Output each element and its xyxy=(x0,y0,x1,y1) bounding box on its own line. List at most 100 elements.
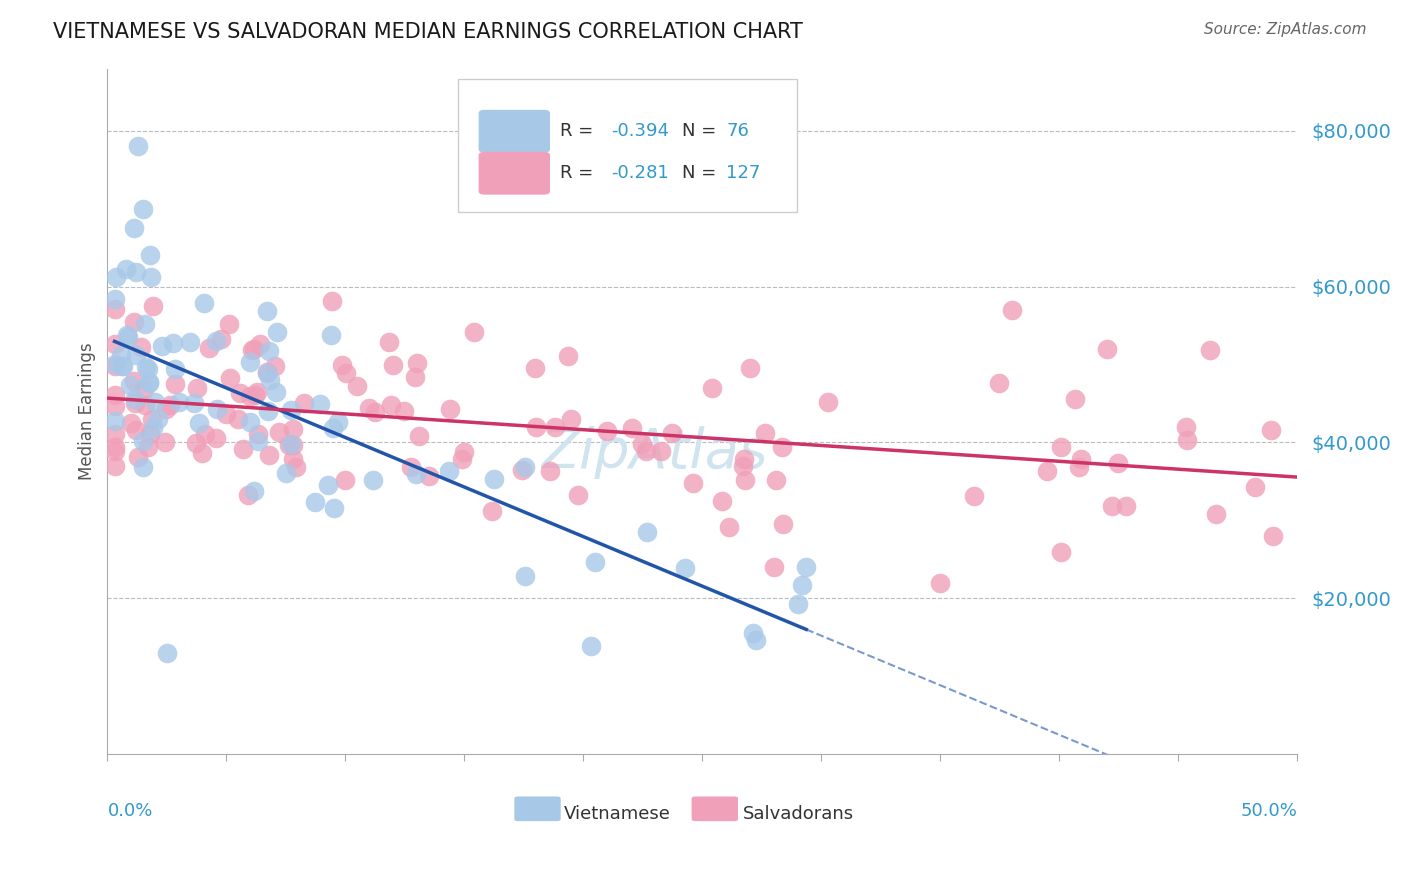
Point xyxy=(124,392,146,406)
Point xyxy=(675,561,697,575)
Point xyxy=(381,358,404,372)
Point xyxy=(256,366,278,380)
Text: Vietnamese: Vietnamese xyxy=(564,805,671,823)
Point xyxy=(1205,508,1227,522)
Point xyxy=(515,569,537,583)
Point xyxy=(134,317,156,331)
Point xyxy=(401,459,423,474)
Text: Salvadorans: Salvadorans xyxy=(742,805,853,823)
Point xyxy=(792,577,814,591)
Text: -0.394: -0.394 xyxy=(610,122,669,140)
Text: VIETNAMESE VS SALVADORAN MEDIAN EARNINGS CORRELATION CHART: VIETNAMESE VS SALVADORAN MEDIAN EARNINGS… xyxy=(53,22,803,42)
Point xyxy=(218,317,240,331)
Point xyxy=(280,437,302,451)
Point xyxy=(636,525,658,540)
Point xyxy=(256,304,278,318)
Point xyxy=(357,401,380,416)
Point xyxy=(167,395,190,409)
Point xyxy=(183,396,205,410)
Point xyxy=(661,426,683,441)
Point xyxy=(198,341,221,355)
Point xyxy=(321,293,343,308)
Point xyxy=(226,412,249,426)
Point xyxy=(450,452,472,467)
Point xyxy=(418,468,440,483)
Point xyxy=(1067,459,1090,474)
Point xyxy=(139,248,162,262)
Text: 76: 76 xyxy=(725,122,749,140)
Point xyxy=(335,366,357,380)
Text: ZipAtlas: ZipAtlas xyxy=(541,425,768,479)
Point xyxy=(765,473,787,487)
Point xyxy=(165,377,187,392)
Point xyxy=(323,500,346,515)
Point xyxy=(193,296,215,310)
Point xyxy=(238,488,260,502)
Point xyxy=(103,427,125,442)
Point xyxy=(745,632,768,647)
Point xyxy=(103,359,125,373)
Point xyxy=(405,467,427,482)
Point xyxy=(772,517,794,532)
Point xyxy=(259,448,281,462)
Point xyxy=(156,646,179,660)
Point xyxy=(786,597,808,611)
Point xyxy=(179,335,201,350)
Point xyxy=(319,327,342,342)
Point xyxy=(264,385,287,400)
Point xyxy=(280,403,302,417)
Point xyxy=(322,421,344,435)
Point xyxy=(1107,456,1129,470)
Point xyxy=(132,434,155,448)
Point xyxy=(103,458,125,473)
Point xyxy=(232,442,254,456)
Point xyxy=(243,388,266,402)
Point xyxy=(246,427,269,442)
Point xyxy=(103,357,125,371)
Point xyxy=(620,420,643,434)
FancyBboxPatch shape xyxy=(692,797,738,822)
Point xyxy=(132,459,155,474)
Point xyxy=(239,355,262,369)
Point xyxy=(794,560,817,574)
Point xyxy=(142,299,165,313)
Text: Source: ZipAtlas.com: Source: ZipAtlas.com xyxy=(1204,22,1367,37)
Point xyxy=(138,376,160,390)
Text: 0.0%: 0.0% xyxy=(107,802,153,820)
Point xyxy=(304,495,326,509)
Point xyxy=(567,488,589,502)
Point xyxy=(103,302,125,317)
Text: R =: R = xyxy=(560,164,599,182)
Point xyxy=(1050,545,1073,559)
Point xyxy=(326,415,349,429)
Point xyxy=(215,407,238,421)
Point xyxy=(650,444,672,458)
Point xyxy=(361,473,384,487)
Point xyxy=(219,371,242,385)
Point xyxy=(184,435,207,450)
Point xyxy=(204,431,226,445)
Point xyxy=(138,426,160,441)
Point xyxy=(583,555,606,569)
Point xyxy=(155,401,177,416)
Point xyxy=(103,293,125,307)
Point xyxy=(159,398,181,412)
Point xyxy=(636,444,658,458)
Point xyxy=(229,386,252,401)
Point xyxy=(408,429,430,443)
Point xyxy=(404,370,426,384)
Point xyxy=(115,327,138,342)
Point xyxy=(256,365,278,379)
Point xyxy=(239,389,262,403)
Point xyxy=(163,362,186,376)
Point xyxy=(733,452,755,467)
Point xyxy=(740,361,762,376)
Point xyxy=(117,330,139,344)
Point xyxy=(437,464,460,478)
Point xyxy=(191,446,214,460)
Point xyxy=(186,381,208,395)
Point xyxy=(124,220,146,235)
Point xyxy=(136,362,159,376)
Point xyxy=(207,401,229,416)
Point xyxy=(103,440,125,454)
